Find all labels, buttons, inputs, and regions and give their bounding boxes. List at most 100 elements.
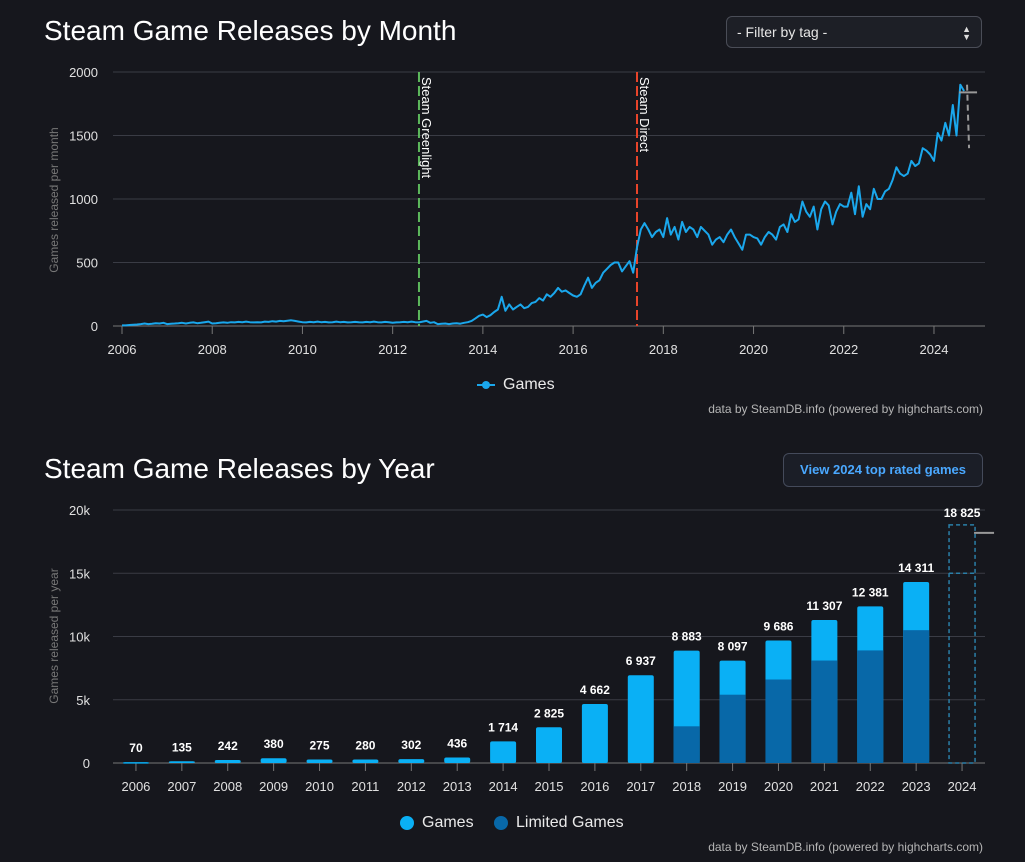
view-top-rated-button[interactable]: View 2024 top rated games [783,453,983,487]
legend-item-games[interactable]: Games [400,814,474,832]
legend-item-games[interactable]: Games [477,376,555,394]
x-tick-label: 2008 [198,342,227,357]
x-tick-label: 2012 [397,779,426,794]
data-label: 242 [218,739,238,753]
y-tick-label: 5k [76,693,90,708]
data-label: 302 [401,738,421,752]
bar-games-2010 [306,759,333,763]
credit-link[interactable]: data by SteamDB.info (powered by highcha… [708,402,983,416]
data-label: 280 [355,738,375,752]
data-label: 380 [264,737,284,751]
bar-games-2007 [168,761,195,763]
y-tick-label: 1500 [69,129,98,144]
yearly-chart-title: Steam Game Releases by Year [44,453,435,484]
bar-limited-2020 [765,679,792,763]
bar-games-2006 [122,762,149,764]
y-axis-title: Games released per year [47,568,61,703]
data-label: 70 [129,741,143,755]
x-tick-label: 2024 [920,342,949,357]
x-tick-label: 2016 [580,779,609,794]
data-label: 275 [310,739,330,753]
y-tick-label: 2000 [69,65,98,80]
data-label: 6 937 [626,654,656,668]
credit-link[interactable]: data by SteamDB.info (powered by highcha… [708,840,983,854]
y-tick-label: 0 [83,756,90,771]
annotation-label: Steam Direct [637,77,652,153]
x-tick-label: 2010 [305,779,334,794]
x-tick-label: 2012 [378,342,407,357]
x-tick-label: 2023 [902,779,931,794]
limited-legend-dot-icon [494,816,508,830]
bar-games-2021 [811,619,838,763]
x-tick-label: 2013 [443,779,472,794]
bar-games-2008 [214,759,241,763]
filter-by-tag-select[interactable]: - Filter by tag - ▲ ▼ [726,16,982,48]
data-label: 135 [172,740,192,754]
bar-games-2012 [398,759,425,763]
x-tick-label: 2021 [810,779,839,794]
x-tick-label: 2019 [718,779,747,794]
monthly-chart: 0 500 1000 1500 2000 2006 2008 2010 2012 2014 2016… [47,65,985,357]
bar-games-2019 [719,660,746,763]
bar-projected-2024 [948,524,976,764]
x-tick-label: 2014 [468,342,497,357]
filter-label: - Filter by tag - [737,24,828,40]
x-tick-label: 2018 [649,342,678,357]
bar-games-2018 [673,650,700,763]
x-tick-label: 2020 [764,779,793,794]
bar-games-2013 [444,757,471,763]
legend-label: Games [503,376,555,393]
bar-games-2014 [490,741,517,763]
y-tick-label: 15k [69,566,90,581]
x-tick-label: 2006 [108,342,137,357]
bar-limited-2018 [673,726,700,763]
x-tick-label: 2017 [626,779,655,794]
x-tick-label: 2015 [535,779,564,794]
legend-item-limited-games[interactable]: Limited Games [494,814,624,832]
x-tick-label: 2007 [167,779,196,794]
bar-games-2011 [352,759,379,763]
legend-label: Games [422,814,474,831]
data-label: 9 686 [763,619,793,633]
x-tick-label: 2008 [213,779,242,794]
x-tick-label: 2022 [829,342,858,357]
y-tick-label: 500 [76,256,98,271]
data-label: 8 097 [718,640,748,654]
data-label: 8 883 [672,630,702,644]
bar-limited-2019 [719,694,746,763]
bar-games-2009 [260,758,287,763]
bar-limited-2023 [903,630,930,763]
x-tick-label: 2011 [351,779,379,794]
x-tick-label: 2022 [856,779,885,794]
data-label: 14 311 [898,561,934,575]
bar-games-2017 [627,675,654,763]
bar-games-2016 [581,704,608,763]
x-tick-label: 2010 [288,342,317,357]
projection-line [966,84,971,149]
x-tick-label: 2016 [559,342,588,357]
x-tick-label: 2009 [259,779,288,794]
data-label: 436 [447,736,467,750]
data-label: 18 825 [944,506,981,520]
data-label: 12 381 [852,585,889,599]
bar-games-2022 [857,606,884,763]
bar-games-2020 [765,640,792,763]
y-axis-title: Games released per month [47,127,61,272]
x-tick-label: 2024 [948,779,977,794]
bar-limited-2021 [811,660,838,763]
y-tick-label: 10k [69,630,90,645]
data-label: 11 307 [806,599,842,613]
games-legend-dot-icon [400,816,414,830]
data-label: 4 662 [580,683,610,697]
x-tick-label: 2020 [739,342,768,357]
data-label: 2 825 [534,706,564,720]
line-marker-icon [477,381,495,389]
monthly-chart-title: Steam Game Releases by Month [44,15,457,46]
y-tick-label: 1000 [69,192,98,207]
legend-label: Limited Games [516,814,624,831]
x-tick-label: 2014 [489,779,518,794]
x-tick-label: 2018 [672,779,701,794]
y-tick-label: 20k [69,503,90,518]
bar-games-2015 [536,727,562,763]
bar-games-2023 [903,581,930,763]
